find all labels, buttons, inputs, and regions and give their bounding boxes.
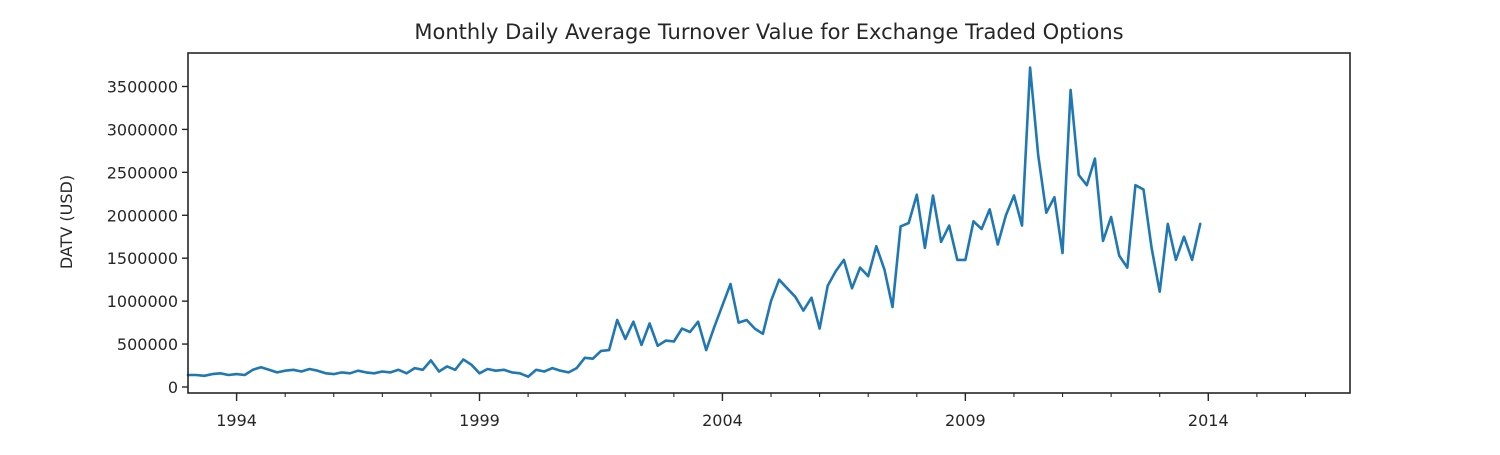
y-tick-label: 3000000 [107,120,178,139]
x-tick-label: 2004 [702,411,743,430]
y-tick-label: 2000000 [107,206,178,225]
y-tick-label: 1000000 [107,292,178,311]
y-tick-label: 1500000 [107,249,178,268]
y-tick-label: 3500000 [107,77,178,96]
x-axis: 1994 1999 2004 2009 2014 [216,393,1307,430]
y-axis: 0 500000 1000000 1500000 2000000 2500000 30000… [107,77,188,397]
x-tick-label: 1999 [459,411,500,430]
plot-frame [187,52,1351,394]
series-line-0 [186,66,1202,378]
x-tick-label: 2009 [945,411,986,430]
y-tick-label: 0 [168,378,178,397]
y-axis-label: DATV (USD) [57,175,76,269]
chart-title: Monthly Daily Average Turnover Value for… [414,20,1123,44]
y-tick-label: 500000 [117,335,178,354]
x-tick-label: 2014 [1188,411,1229,430]
y-tick-label: 2500000 [107,163,178,182]
x-tick-label: 1994 [216,411,257,430]
plot-area [186,52,1351,394]
